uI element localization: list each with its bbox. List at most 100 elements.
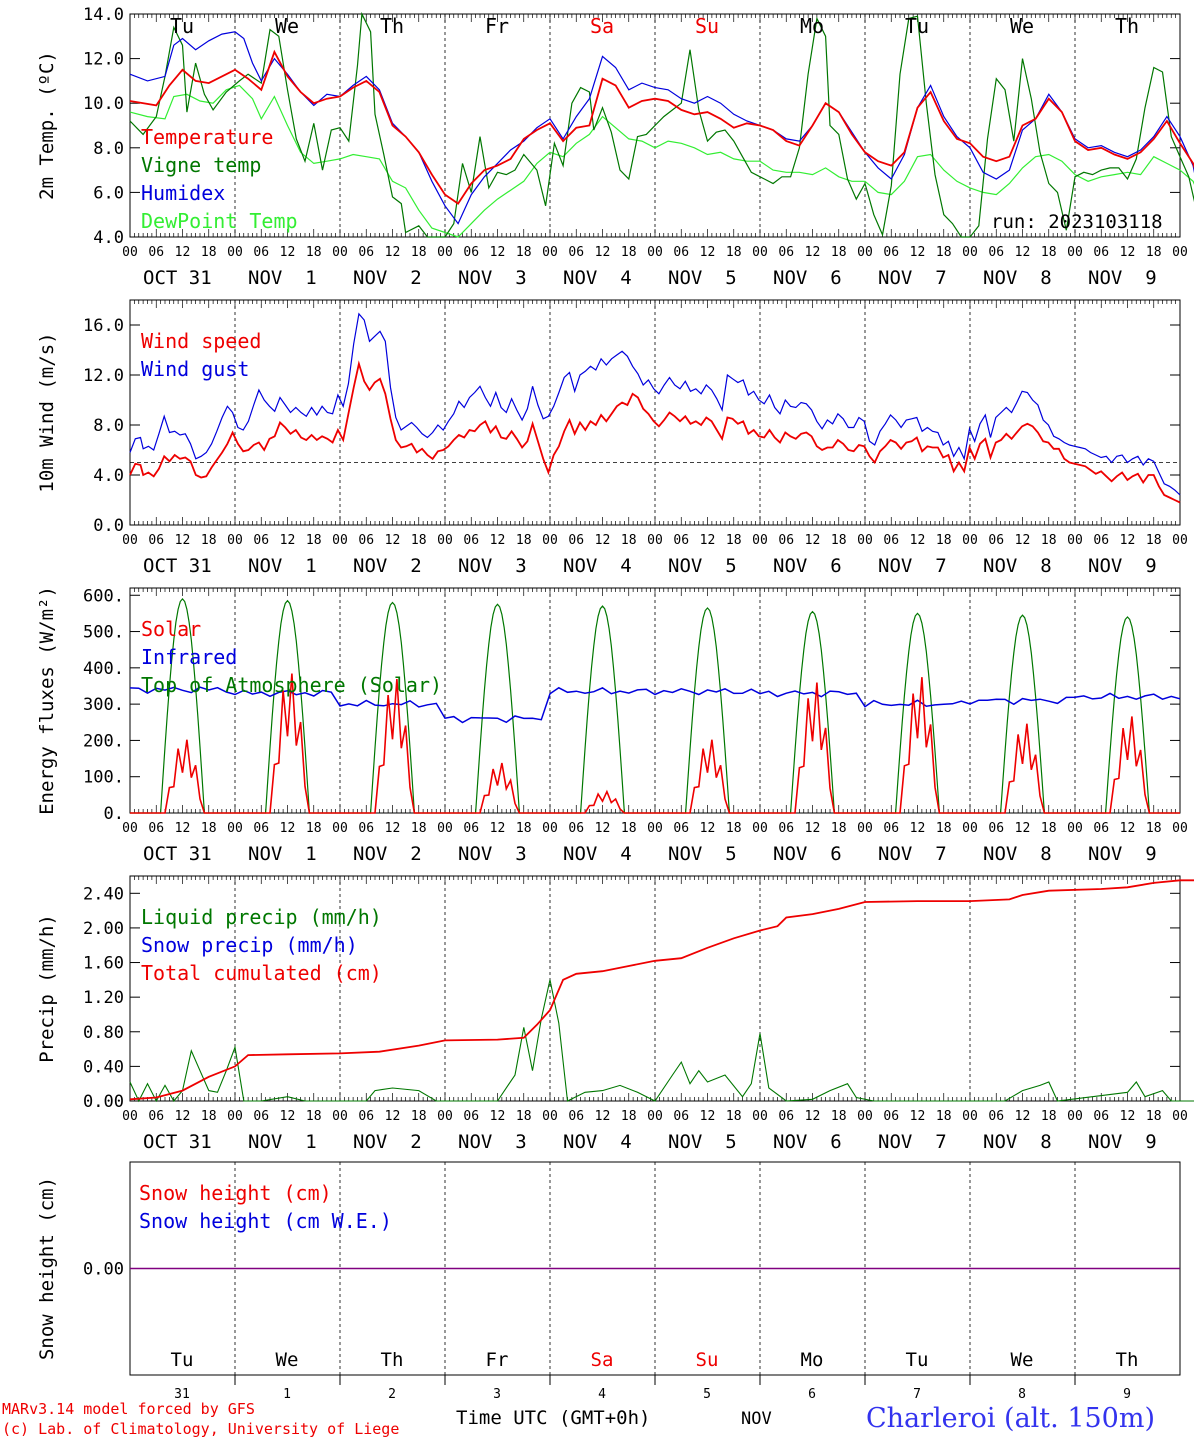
y-tick-label: 2.00 — [83, 919, 124, 939]
y-tick-label: 6.0 — [93, 183, 124, 203]
hour-label: 18 — [1041, 245, 1057, 260]
y-tick-label: 0.00 — [83, 1092, 124, 1112]
hour-label: 12 — [490, 821, 506, 836]
y-tick-label: 0. — [104, 804, 124, 824]
y-tick-label: 4.0 — [93, 466, 124, 486]
hour-label: 00 — [1067, 245, 1083, 260]
hour-label: 18 — [411, 1109, 427, 1124]
hour-label: 12 — [1120, 821, 1136, 836]
date-label: NOV 4 — [563, 555, 632, 577]
wind-speed-line — [129, 360, 1181, 504]
date-label: NOV 8 — [983, 1131, 1052, 1153]
wind-panel: 00 06 12 18 OCT 31 00 06 12 18 NOV 1 00 06 12 18 NOV 2… — [36, 299, 1188, 577]
hour-label: 12 — [805, 1109, 821, 1124]
hour-label: 00 — [1172, 1109, 1188, 1124]
hour-label: 00 — [857, 821, 873, 836]
hour-label: 00 — [752, 533, 768, 548]
hour-label: 18 — [306, 821, 322, 836]
y-tick-label: 600. — [83, 586, 124, 606]
hour-label: 06 — [988, 245, 1004, 260]
hour-label: 18 — [831, 533, 847, 548]
hour-label: 18 — [726, 1109, 742, 1124]
hour-label: 12 — [700, 1109, 716, 1124]
y-axis-label: Energy fluxes (W/m²) — [36, 586, 58, 815]
y-tick-label: 100. — [83, 768, 124, 788]
hour-label: 06 — [358, 821, 374, 836]
hour-label: 12 — [385, 245, 401, 260]
hour-label: 06 — [148, 1109, 164, 1124]
date-label: NOV 5 — [668, 843, 737, 865]
y-tick-label: 0.40 — [83, 1057, 124, 1077]
hour-label: 00 — [227, 1109, 243, 1124]
hour-label: 12 — [1015, 821, 1031, 836]
solar-line — [130, 673, 1180, 814]
hour-label: 06 — [778, 533, 794, 548]
hour-label: 18 — [621, 533, 637, 548]
y-tick-label: 0.00 — [83, 1260, 124, 1280]
credit-line-2: (c) Lab. of Climatology, University of L… — [2, 1420, 399, 1438]
hour-label: 12 — [175, 821, 191, 836]
hour-label: 18 — [936, 821, 952, 836]
hour-label: 00 — [647, 245, 663, 260]
hour-label: 18 — [306, 533, 322, 548]
hour-label: 12 — [1120, 245, 1136, 260]
hour-label: 18 — [201, 245, 217, 260]
hour-label: 18 — [621, 245, 637, 260]
legend-humidex: Humidex — [141, 181, 225, 205]
hour-label: 00 — [122, 1109, 138, 1124]
hour-label: 12 — [1015, 245, 1031, 260]
hour-label: 00 — [542, 1109, 558, 1124]
dewpoint-temp-line — [129, 84, 1194, 238]
hour-label: 06 — [988, 533, 1004, 548]
hour-label: 00 — [227, 533, 243, 548]
hour-label: 18 — [1146, 245, 1162, 260]
precip-panel: 00 06 12 18 OCT 31 00 06 12 18 NOV 1 00 06 12 18 NOV 2… — [36, 875, 1194, 1153]
hour-label: 12 — [280, 245, 296, 260]
hour-label: 12 — [1120, 533, 1136, 548]
day-number: 1 — [283, 1387, 291, 1402]
hour-label: 06 — [568, 1109, 584, 1124]
y-tick-label: 12.0 — [83, 366, 124, 386]
weekday-label: We — [275, 14, 299, 38]
legend-total-cumulated: Total cumulated (cm) — [141, 961, 382, 985]
y-tick-label: 8.0 — [93, 139, 124, 159]
legend-toa-solar: Top of Atmosphere (Solar) — [141, 673, 442, 697]
hour-label: 18 — [1146, 821, 1162, 836]
hour-label: 06 — [988, 1109, 1004, 1124]
y-tick-label: 10.0 — [83, 94, 124, 114]
hour-label: 00 — [752, 1109, 768, 1124]
date-label: OCT 31 — [143, 1131, 212, 1153]
hour-label: 18 — [201, 1109, 217, 1124]
hour-label: 00 — [1172, 821, 1188, 836]
hour-label: 00 — [962, 245, 978, 260]
date-label: NOV 3 — [458, 843, 527, 865]
date-label: NOV 4 — [563, 843, 632, 865]
hour-label: 06 — [883, 821, 899, 836]
weekday-label: We — [1010, 14, 1034, 38]
date-label: NOV 9 — [1088, 555, 1157, 577]
hour-label: 00 — [752, 821, 768, 836]
hour-label: 06 — [253, 1109, 269, 1124]
hour-label: 06 — [1093, 533, 1109, 548]
hour-label: 00 — [857, 1109, 873, 1124]
day-number: 6 — [808, 1387, 816, 1402]
weekday-label: Sa — [590, 14, 614, 38]
hour-label: 18 — [936, 245, 952, 260]
hour-label: 12 — [910, 1109, 926, 1124]
date-label: NOV 1 — [248, 267, 317, 289]
hour-label: 12 — [700, 821, 716, 836]
hour-label: 18 — [411, 245, 427, 260]
y-axis-label: 2m Temp. (ºC) — [36, 51, 58, 200]
date-label: NOV 9 — [1088, 843, 1157, 865]
y-tick-label: 0.80 — [83, 1023, 124, 1043]
date-label: NOV 2 — [353, 555, 422, 577]
hour-label: 00 — [332, 821, 348, 836]
hour-label: 00 — [1172, 245, 1188, 260]
date-label: NOV 7 — [878, 267, 947, 289]
hour-label: 12 — [490, 245, 506, 260]
hour-label: 18 — [726, 821, 742, 836]
y-tick-label: 8.0 — [93, 416, 124, 436]
hour-label: 06 — [463, 821, 479, 836]
plot-frame — [129, 587, 1181, 814]
